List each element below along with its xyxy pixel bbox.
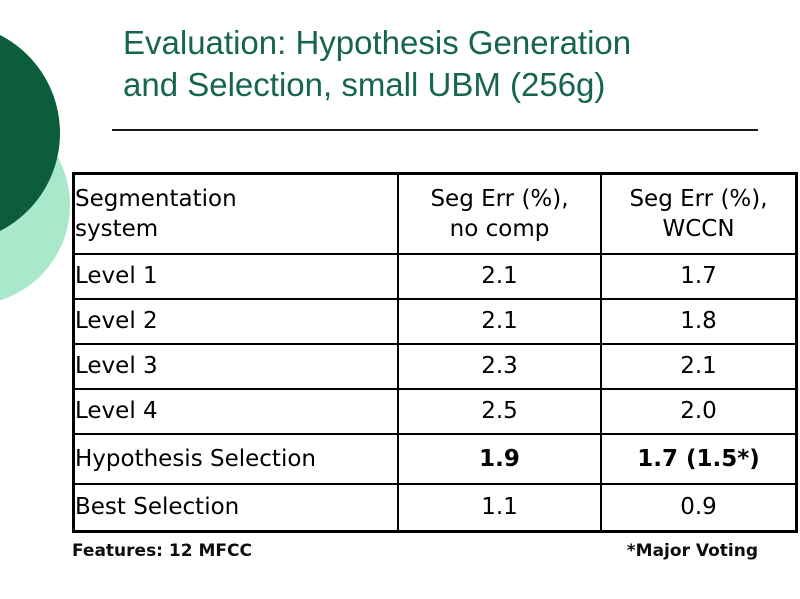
row-label: Best Selection — [72, 482, 399, 533]
results-table: Segmentation system Seg Err (%), no comp… — [72, 172, 798, 533]
cell-no-comp: 1.1 — [397, 482, 602, 533]
cell-no-comp: 2.5 — [397, 387, 602, 435]
row-label: Level 2 — [72, 297, 399, 345]
table-row-hypothesis-selection: Hypothesis Selection 1.9 1.7 (1.5*) — [72, 432, 798, 485]
cell-wccn: 1.8 — [600, 297, 798, 345]
cell-no-comp: 2.3 — [397, 342, 602, 390]
table-row: Level 1 2.1 1.7 — [72, 252, 798, 300]
slide-title: Evaluation: Hypothesis Generation and Se… — [123, 22, 783, 106]
row-label: Level 1 — [72, 252, 399, 300]
cell-wccn: 0.9 — [600, 482, 798, 533]
header-cell-seg-err-wccn: Seg Err (%), WCCN — [600, 172, 798, 255]
header-cell-segmentation-system: Segmentation system — [72, 172, 399, 255]
title-underline — [112, 129, 758, 131]
footnote-features: Features: 12 MFCC — [72, 541, 252, 561]
table-header-row: Segmentation system Seg Err (%), no comp… — [72, 172, 798, 255]
cell-no-comp: 2.1 — [397, 252, 602, 300]
cell-no-comp: 2.1 — [397, 297, 602, 345]
row-label: Level 4 — [72, 387, 399, 435]
cell-wccn: 1.7 (1.5*) — [600, 432, 798, 485]
cell-wccn: 2.1 — [600, 342, 798, 390]
header-cell-seg-err-no-comp: Seg Err (%), no comp — [397, 172, 602, 255]
cell-wccn: 2.0 — [600, 387, 798, 435]
slide-title-line1: Evaluation: Hypothesis Generation — [123, 24, 632, 61]
table-row: Level 3 2.3 2.1 — [72, 342, 798, 390]
table-row: Best Selection 1.1 0.9 — [72, 482, 798, 533]
cell-wccn: 1.7 — [600, 252, 798, 300]
slide-title-line2: and Selection, small UBM (256g) — [123, 66, 606, 103]
cell-no-comp: 1.9 — [397, 432, 602, 485]
row-label: Level 3 — [72, 342, 399, 390]
row-label: Hypothesis Selection — [72, 432, 399, 485]
footnote-major-voting: *Major Voting — [626, 541, 758, 561]
table-row: Level 2 2.1 1.8 — [72, 297, 798, 345]
table-row: Level 4 2.5 2.0 — [72, 387, 798, 435]
